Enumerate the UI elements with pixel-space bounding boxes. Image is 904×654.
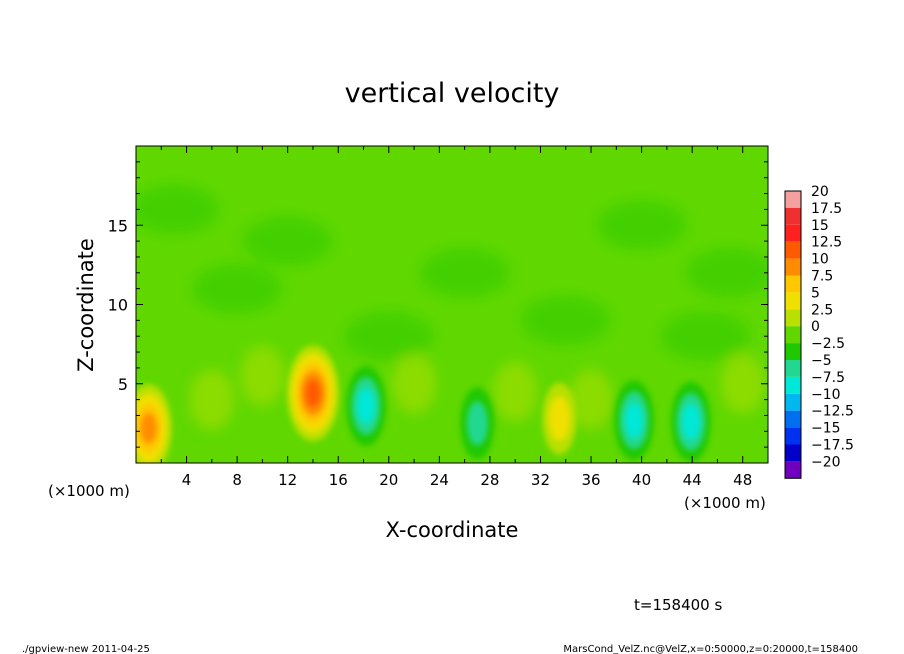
colorbar-cell-7	[785, 309, 801, 327]
feature-5-level-1	[466, 401, 488, 446]
texture-patch-3	[596, 200, 687, 251]
texture-patch-5	[192, 263, 283, 314]
texture-patch-7	[343, 311, 434, 362]
x-tick-label-44: 44	[683, 471, 702, 489]
warm-patch-1	[240, 345, 285, 406]
colorbar-cell-3	[785, 241, 801, 259]
colorbar-label-4: 10	[811, 252, 829, 268]
plot-area	[136, 146, 768, 463]
feature-5	[460, 387, 495, 460]
x-axis-unit-right: (×1000 m)	[684, 494, 766, 512]
colorbar-cell-9	[785, 343, 801, 360]
colorbar-cell-14	[785, 427, 801, 445]
warm-patch-4	[569, 369, 614, 430]
colorbar-label-15: −17.5	[811, 438, 854, 454]
colorbar-label-9: −2.5	[811, 336, 845, 352]
warm-patch-3	[493, 361, 538, 422]
feature-0	[286, 345, 339, 442]
y-tick-label-15: 15	[108, 216, 128, 235]
warm-patch-0	[189, 369, 234, 430]
colorbar-label-2: 15	[811, 218, 829, 234]
colorbar-label-1: 17.5	[811, 201, 842, 217]
colorbar-cell-8	[785, 326, 801, 344]
colorbar-cell-0	[785, 191, 801, 208]
x-tick-label-12: 12	[278, 471, 297, 489]
x-tick-label-20: 20	[379, 471, 398, 489]
feature-6-level-1	[548, 396, 570, 441]
texture-patch-2	[419, 247, 510, 298]
colorbar-label-0: 20	[811, 184, 829, 200]
colorbar-label-7: 2.5	[811, 302, 833, 318]
time-label: t=158400 s	[634, 596, 722, 614]
colorbar-cell-10	[785, 360, 801, 377]
feature-3-level-2	[625, 402, 643, 439]
x-tick-label-4: 4	[182, 471, 192, 489]
colorbar-label-11: −7.5	[811, 370, 845, 386]
feature-3	[614, 380, 655, 461]
colorbar-cell-4	[785, 258, 801, 276]
colorbar-label-6: 5	[811, 285, 820, 301]
colorbar-cell-12	[785, 393, 801, 411]
y-axis-title: Z-coordinate	[74, 238, 98, 372]
colorbar-cell-13	[785, 410, 801, 428]
x-tick-label-28: 28	[480, 471, 499, 489]
colorbar-cell-16	[785, 461, 801, 479]
warm-patch-5	[720, 353, 765, 414]
y-tick-label-10: 10	[108, 296, 128, 315]
feature-4	[670, 381, 711, 462]
colorbar-label-8: 0	[811, 319, 820, 335]
y-axis: 5 10 15	[108, 161, 768, 448]
feature-1-level-3	[140, 412, 157, 444]
feature-4-level-2	[681, 403, 700, 440]
colorbar-cell-6	[785, 292, 801, 310]
texture-patch-6	[520, 295, 611, 346]
x-tick-label-8: 8	[232, 471, 242, 489]
x-tick-label-16: 16	[329, 471, 348, 489]
footer-right: MarsCond_VelZ.nc@VelZ,x=0:50000,z=0:2000…	[563, 644, 858, 654]
x-tick-label-36: 36	[581, 471, 600, 489]
colorbar: 2017.51512.5107.552.50−2.5−5−7.5−10−12.5…	[784, 184, 854, 479]
feature-2-level-2	[357, 388, 375, 424]
colorbar-frame	[784, 190, 802, 479]
y-tick-label-5: 5	[118, 375, 128, 394]
x-axis: 4 8 12 16 20 24 28 32 36 40 44 48	[160, 146, 752, 489]
colorbar-cell-5	[785, 275, 801, 293]
x-axis-title: X-coordinate	[386, 518, 519, 542]
x-tick-label-32: 32	[531, 471, 550, 489]
warm-patch-2	[392, 353, 437, 414]
x-tick-label-40: 40	[632, 471, 651, 489]
texture-patch-0	[136, 184, 219, 235]
colorbar-label-5: 7.5	[811, 269, 833, 285]
feature-6	[542, 382, 577, 455]
footer-left: ./gpview-new 2011-04-25	[22, 644, 150, 654]
texture-patch-4	[685, 247, 768, 298]
x-tick-label-24: 24	[430, 471, 449, 489]
feature-0-level-4	[305, 379, 321, 407]
field-features	[136, 345, 711, 463]
field-texture	[136, 184, 768, 430]
colorbar-label-16: −20	[811, 454, 841, 470]
colorbar-cell-15	[785, 444, 801, 462]
x-tick-label-48: 48	[733, 471, 752, 489]
colorbar-label-14: −15	[811, 421, 841, 437]
colorbar-cell-2	[785, 224, 801, 242]
colorbar-cell-1	[785, 207, 801, 225]
feature-2	[346, 365, 387, 446]
colorbar-cell-11	[785, 376, 801, 394]
colorbar-label-13: −12.5	[811, 404, 854, 420]
x-axis-unit-left: (×1000 m)	[48, 482, 130, 500]
feature-1	[136, 384, 172, 463]
chart-title: vertical velocity	[345, 78, 560, 109]
texture-patch-1	[242, 216, 333, 267]
colorbar-label-10: −5	[811, 353, 832, 369]
colorbar-label-12: −10	[811, 387, 841, 403]
texture-patch-8	[659, 311, 750, 362]
colorbar-label-3: 12.5	[811, 235, 842, 251]
